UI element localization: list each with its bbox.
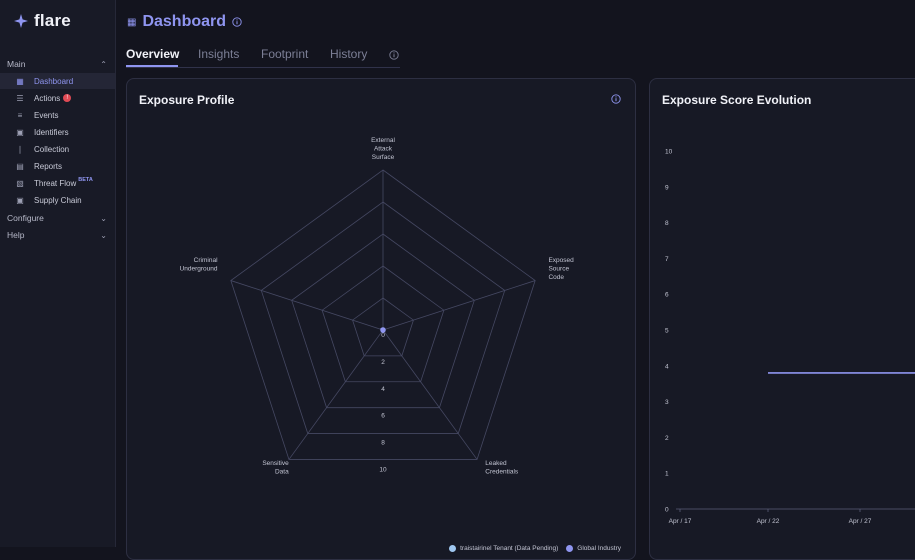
sidebar-item-label: Events [34, 110, 59, 120]
section-label: Help [7, 230, 25, 240]
x-tick-label: Apr / 27 [849, 518, 872, 525]
y-tick-label: 0 [665, 507, 669, 514]
page-title: Dashboard [142, 13, 227, 30]
radar-grid-ring [321, 265, 445, 383]
y-tick-label: 4 [665, 363, 669, 370]
tab-insights[interactable]: Insights [198, 47, 240, 61]
x-tick-label: Apr / 22 [757, 518, 780, 525]
legend-dot-tenant [449, 545, 457, 552]
y-tick-label: 8 [665, 220, 669, 227]
radar-tick-label: 10 [379, 466, 387, 473]
sidebar: flare Main ⌃ ▦ Dashboard ☰ Actions ! ≡ E… [0, 0, 116, 547]
sidebar-item-actions[interactable]: ☰ Actions ! [0, 90, 115, 106]
y-tick-label: 7 [665, 256, 669, 263]
score-evolution-card: Exposure Score Evolution 10 9 8 7 6 5 4 3 2 1 0 Apr… [649, 78, 915, 560]
radar-axis-label: Sensitive Data [262, 460, 289, 476]
radar-spoke [288, 329, 384, 460]
box-icon: ▣ [16, 195, 24, 205]
sidebar-item-label: Reports [34, 161, 63, 171]
tab-footprint[interactable]: Footprint [261, 47, 309, 61]
info-icon[interactable] [232, 17, 242, 27]
radar-axis-label: Exposed Source Code [548, 257, 574, 281]
card-title: Exposure Profile [139, 93, 235, 107]
y-tick-label: 10 [665, 149, 673, 156]
tab-history[interactable]: History [330, 47, 368, 61]
sidebar-item-identifiers[interactable]: ▣ Identifiers [0, 124, 115, 140]
radar-grid-ring [291, 233, 475, 409]
section-label: Configure [7, 213, 44, 223]
feed-icon: ▧ [16, 178, 24, 188]
sidebar-item-label: Dashboard [34, 76, 74, 86]
y-tick-label: 2 [665, 435, 669, 442]
radar-chart: 0 2 4 6 8 10 External Attack Surface Exposed Sourc… [180, 137, 575, 476]
y-tick-label: 1 [665, 471, 669, 478]
radar-axis-label: Leaked Credentials [485, 460, 519, 476]
sidebar-item-label: Collection [34, 144, 70, 154]
radar-spoke [382, 329, 478, 460]
grid-icon: ▦ [127, 16, 137, 28]
radar-data-point [380, 327, 386, 333]
tab-overview[interactable]: Overview [126, 47, 180, 61]
sidebar-item-reports[interactable]: ▤ Reports [0, 158, 115, 174]
sidebar-item-supply-chain[interactable]: ▣ Supply Chain [0, 192, 115, 208]
card-title: Exposure Score Evolution [662, 93, 812, 107]
radar-grid-ring [230, 169, 536, 460]
alert-badge: ! [63, 94, 72, 102]
chevron-down-icon: ⌄ [100, 213, 107, 223]
brand-logo[interactable]: flare [14, 11, 71, 31]
radar-spoke [382, 280, 536, 331]
active-tab-indicator [126, 65, 178, 67]
id-card-icon: ▣ [16, 127, 24, 137]
radar-axis-label: External Attack Surface [371, 137, 395, 161]
sidebar-item-label: Supply Chain [34, 195, 82, 205]
sidebar-item-dashboard[interactable]: ▦ Dashboard [0, 73, 115, 89]
radar-tick-label: 6 [381, 413, 385, 420]
sidebar-item-label: Threat Flow [34, 178, 77, 188]
legend-label-industry: Global Industry [577, 545, 621, 552]
y-tick-label: 3 [665, 399, 669, 406]
sidebar-item-threat-flow[interactable]: ▧ Threat Flow BETA [0, 175, 115, 191]
y-tick-label: 5 [665, 328, 669, 335]
grid-icon: ▦ [16, 76, 24, 86]
x-tick-label: Apr / 17 [669, 518, 692, 525]
page-header: ▦ Dashboard [127, 13, 242, 31]
list-icon: ☰ [16, 93, 24, 103]
sidebar-section-help[interactable]: Help ⌄ [7, 228, 107, 242]
sidebar-section-configure[interactable]: Configure ⌄ [7, 211, 107, 225]
sidebar-item-label: Identifiers [34, 127, 69, 137]
bar-chart-icon: ∣ [18, 144, 22, 154]
tab-bar: Overview Insights Footprint History [126, 45, 400, 68]
y-tick-label: 9 [665, 184, 669, 191]
radar-tick-label: 0 [381, 332, 385, 339]
info-icon[interactable] [389, 50, 399, 60]
radar-grid-ring [260, 201, 506, 434]
sidebar-item-label: Actions [34, 93, 61, 103]
legend-dot-industry [566, 545, 574, 552]
beta-tag: BETA [78, 177, 93, 183]
chart-legend: traistairinel Tenant (Data Pending) Glob… [449, 545, 621, 552]
sparkle-logo-icon [14, 14, 28, 28]
radar-tick-label: 2 [381, 359, 385, 366]
y-tick-label: 6 [665, 292, 669, 299]
menu-icon: ≡ [17, 110, 23, 120]
radar-spoke [230, 280, 384, 331]
chevron-up-icon: ⌃ [100, 59, 107, 69]
radar-tick-label: 4 [381, 386, 385, 393]
radar-tick-label: 8 [381, 440, 385, 447]
exposure-profile-card: Exposure Profile 0 2 4 6 8 10 External Attack Su… [126, 78, 636, 560]
document-icon: ▤ [16, 161, 24, 171]
radar-grid-ring [352, 297, 414, 357]
sidebar-item-collection[interactable]: ∣ Collection [0, 141, 115, 157]
info-icon[interactable] [611, 94, 621, 104]
brand-name: flare [34, 11, 71, 30]
sidebar-section-main[interactable]: Main ⌃ [7, 57, 107, 71]
sidebar-item-events[interactable]: ≡ Events [0, 107, 115, 123]
section-label: Main [7, 59, 26, 69]
chevron-down-icon: ⌄ [100, 230, 107, 240]
radar-axis-label: Criminal Underground [180, 257, 219, 273]
legend-label-tenant: traistairinel Tenant (Data Pending) [460, 545, 559, 552]
